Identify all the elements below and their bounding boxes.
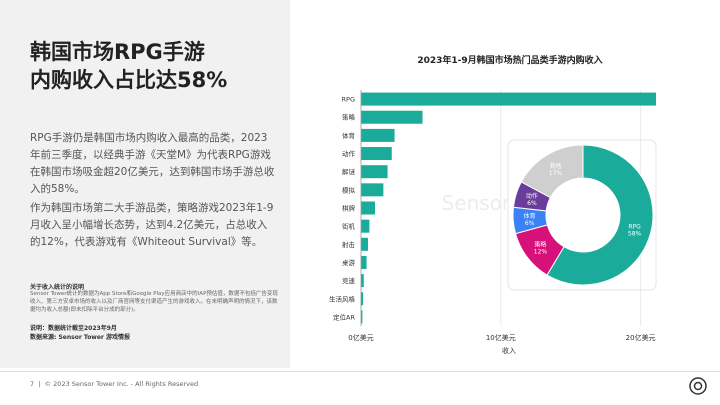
slice-label: 体育: [524, 212, 536, 220]
slice-value-label: 12%: [534, 248, 548, 255]
y-tick-label: 街机: [342, 222, 356, 231]
y-tick-label: 射击: [342, 240, 356, 249]
slice-label: 动作: [526, 192, 538, 200]
bar: [361, 292, 364, 306]
slice-label: 其他: [550, 162, 562, 170]
title-line: 内购收入占比达58%: [30, 68, 228, 92]
bar: [361, 310, 363, 324]
title-line: 韩国市场RPG手游: [30, 40, 205, 64]
slice-label: 策略: [534, 240, 546, 248]
y-tick-label: 模拟: [342, 185, 356, 194]
chart-title: 2023年1-9月韩国市场热门品类手游内购收入: [417, 54, 602, 66]
x-axis-label: 收入: [502, 346, 516, 355]
paragraph: 作为韩国市场第二大手游品类，策略游戏2023年1-9月收入呈小幅增长态势，达到4…: [30, 202, 274, 248]
y-tick-label: 解谜: [342, 167, 356, 176]
y-tick-label: 桌游: [342, 258, 356, 267]
bar: [361, 237, 368, 251]
note-title: 关于收入统计的说明: [30, 284, 85, 291]
bar: [361, 255, 367, 269]
bar: [361, 274, 364, 288]
slice-value-label: 6%: [525, 220, 535, 227]
bar: [361, 183, 384, 197]
slice-value-label: 17%: [549, 170, 563, 177]
bar: [361, 92, 656, 106]
bar: [361, 128, 395, 142]
paragraph: RPG手游仍是韩国市场内购收入最高的品类，2023年前三季度，以经典手游《天堂M…: [30, 132, 275, 195]
slide-title: 韩国市场RPG手游 内购收入占比达58%: [30, 38, 227, 94]
footer-rule: [0, 371, 720, 372]
bar: [361, 201, 375, 215]
footer: 7 | © 2023 Sensor Tower Inc. - All Right…: [30, 380, 199, 388]
donut-slice: [546, 144, 654, 286]
donut-slice: [520, 144, 584, 199]
remark: 说明：数据统计截至2023年9月: [30, 325, 117, 332]
bar: [361, 110, 423, 124]
y-tick-label: RPG: [342, 96, 355, 104]
y-tick-label: 棋牌: [342, 204, 356, 213]
bar: [361, 147, 392, 161]
y-tick-label: 动作: [342, 149, 356, 158]
left-panel: [0, 0, 290, 368]
y-tick-label: 体育: [342, 131, 356, 140]
y-tick-label: 竞速: [342, 276, 356, 285]
x-tick-label: 0亿美元: [348, 333, 373, 342]
y-tick-label: 策略: [342, 113, 356, 122]
slice-value-label: 6%: [527, 200, 537, 207]
slice-label: RPG: [628, 223, 641, 230]
note-body: Sensor Tower统计的数据为App Store和Google Play应…: [30, 291, 278, 313]
x-tick-label: 20亿美元: [626, 333, 656, 342]
copyright: © 2023 Sensor Tower Inc. - All Rights Re…: [44, 380, 199, 388]
page-number: 7: [30, 380, 35, 388]
x-tick-label: 10亿美元: [486, 333, 516, 342]
y-tick-label: 生活风格: [329, 294, 356, 303]
logo: [689, 377, 707, 395]
y-tick-label: 定位AR: [333, 312, 355, 321]
bar: [361, 165, 388, 179]
source: 数据来源: Sensor Tower 游戏情报: [30, 334, 130, 341]
bar: [361, 219, 370, 233]
slice-value-label: 58%: [628, 230, 642, 237]
